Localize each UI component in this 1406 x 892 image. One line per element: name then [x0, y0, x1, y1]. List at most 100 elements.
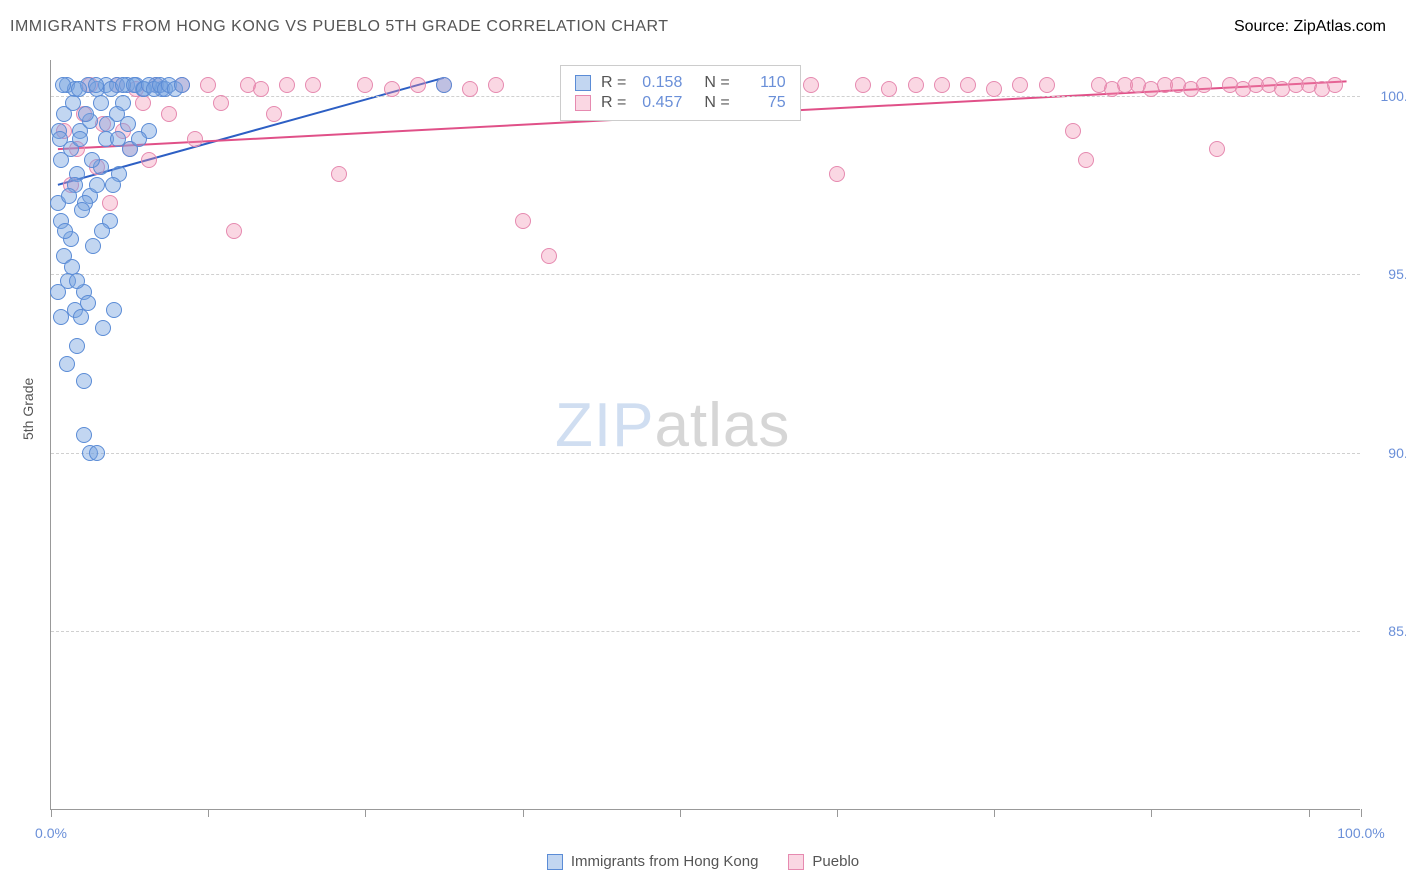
data-point-pink — [384, 81, 400, 97]
legend-swatch-pink — [788, 854, 804, 870]
data-point-blue — [89, 177, 105, 193]
header: IMMIGRANTS FROM HONG KONG VS PUEBLO 5TH … — [10, 18, 1386, 36]
legend-item-blue: Immigrants from Hong Kong — [547, 853, 759, 870]
data-point-pink — [141, 152, 157, 168]
data-point-blue — [99, 116, 115, 132]
data-point-blue — [106, 302, 122, 318]
xtick — [51, 809, 52, 817]
source: Source: ZipAtlas.com — [1234, 18, 1386, 36]
stats-row-blue: R = 0.158 N = 110 — [575, 74, 786, 92]
xtick — [994, 809, 995, 817]
gridline — [51, 274, 1360, 275]
data-point-pink — [357, 77, 373, 93]
xtick — [1309, 809, 1310, 817]
chart-title: IMMIGRANTS FROM HONG KONG VS PUEBLO 5TH … — [10, 18, 669, 36]
data-point-pink — [1039, 77, 1055, 93]
ytick-label: 100.0% — [1381, 88, 1406, 104]
data-point-pink — [488, 77, 504, 93]
data-point-pink — [515, 213, 531, 229]
ytick-label: 85.0% — [1388, 623, 1406, 639]
data-point-pink — [1209, 141, 1225, 157]
data-point-pink — [986, 81, 1002, 97]
data-point-blue — [436, 77, 452, 93]
data-point-blue — [61, 188, 77, 204]
data-point-pink — [1327, 77, 1343, 93]
trendlines — [51, 60, 1360, 809]
xtick — [208, 809, 209, 817]
bottom-legend: Immigrants from Hong Kong Pueblo — [0, 853, 1406, 870]
xtick — [837, 809, 838, 817]
data-point-blue — [89, 445, 105, 461]
data-point-pink — [331, 166, 347, 182]
data-point-pink — [187, 131, 203, 147]
data-point-blue — [88, 77, 104, 93]
data-point-pink — [1196, 77, 1212, 93]
data-point-pink — [266, 106, 282, 122]
source-label: Source: — [1234, 18, 1294, 35]
data-point-blue — [93, 95, 109, 111]
data-point-pink — [960, 77, 976, 93]
data-point-pink — [279, 77, 295, 93]
xtick — [523, 809, 524, 817]
data-point-pink — [462, 81, 478, 97]
data-point-pink — [855, 77, 871, 93]
data-point-blue — [105, 177, 121, 193]
stats-n-label: N = — [704, 94, 729, 112]
stats-r-label: R = — [601, 74, 626, 92]
source-value: ZipAtlas.com — [1294, 18, 1386, 35]
data-point-pink — [226, 223, 242, 239]
data-point-pink — [102, 195, 118, 211]
data-point-blue — [110, 131, 126, 147]
data-point-blue — [53, 309, 69, 325]
data-point-blue — [85, 238, 101, 254]
data-point-pink — [1012, 77, 1028, 93]
data-point-pink — [829, 166, 845, 182]
data-point-blue — [71, 81, 87, 97]
data-point-pink — [1078, 152, 1094, 168]
stats-r-label: R = — [601, 94, 626, 112]
xtick-label: 0.0% — [35, 825, 67, 841]
xtick-label: 100.0% — [1337, 825, 1384, 841]
data-point-blue — [59, 356, 75, 372]
data-point-pink — [161, 106, 177, 122]
data-point-blue — [120, 116, 136, 132]
data-point-blue — [131, 131, 147, 147]
stats-n-value-blue: 110 — [740, 74, 786, 92]
stats-n-value-pink: 75 — [740, 94, 786, 112]
xtick — [680, 809, 681, 817]
stats-r-value-blue: 0.158 — [636, 74, 682, 92]
stats-r-value-pink: 0.457 — [636, 94, 682, 112]
data-point-pink — [135, 95, 151, 111]
stats-row-pink: R = 0.457 N = 75 — [575, 94, 786, 112]
data-point-blue — [94, 223, 110, 239]
data-point-pink — [881, 81, 897, 97]
stats-swatch-blue — [575, 75, 591, 91]
data-point-blue — [78, 106, 94, 122]
data-point-blue — [95, 320, 111, 336]
data-point-blue — [73, 309, 89, 325]
data-point-pink — [410, 77, 426, 93]
legend-label-blue: Immigrants from Hong Kong — [571, 853, 759, 870]
ytick-label: 95.0% — [1388, 266, 1406, 282]
stats-n-label: N = — [704, 74, 729, 92]
data-point-blue — [50, 284, 66, 300]
stats-box: R = 0.158 N = 110 R = 0.457 N = 75 — [560, 65, 801, 121]
data-point-blue — [57, 223, 73, 239]
data-point-pink — [1065, 123, 1081, 139]
legend-item-pink: Pueblo — [788, 853, 859, 870]
data-point-blue — [69, 273, 85, 289]
data-point-blue — [74, 202, 90, 218]
data-point-pink — [200, 77, 216, 93]
legend-label-pink: Pueblo — [812, 853, 859, 870]
data-point-blue — [76, 373, 92, 389]
xtick — [1151, 809, 1152, 817]
data-point-blue — [52, 131, 68, 147]
data-point-blue — [72, 131, 88, 147]
data-point-pink — [934, 77, 950, 93]
data-point-blue — [174, 77, 190, 93]
data-point-pink — [253, 81, 269, 97]
xtick — [1361, 809, 1362, 817]
gridline — [51, 453, 1360, 454]
data-point-pink — [803, 77, 819, 93]
data-point-pink — [305, 77, 321, 93]
